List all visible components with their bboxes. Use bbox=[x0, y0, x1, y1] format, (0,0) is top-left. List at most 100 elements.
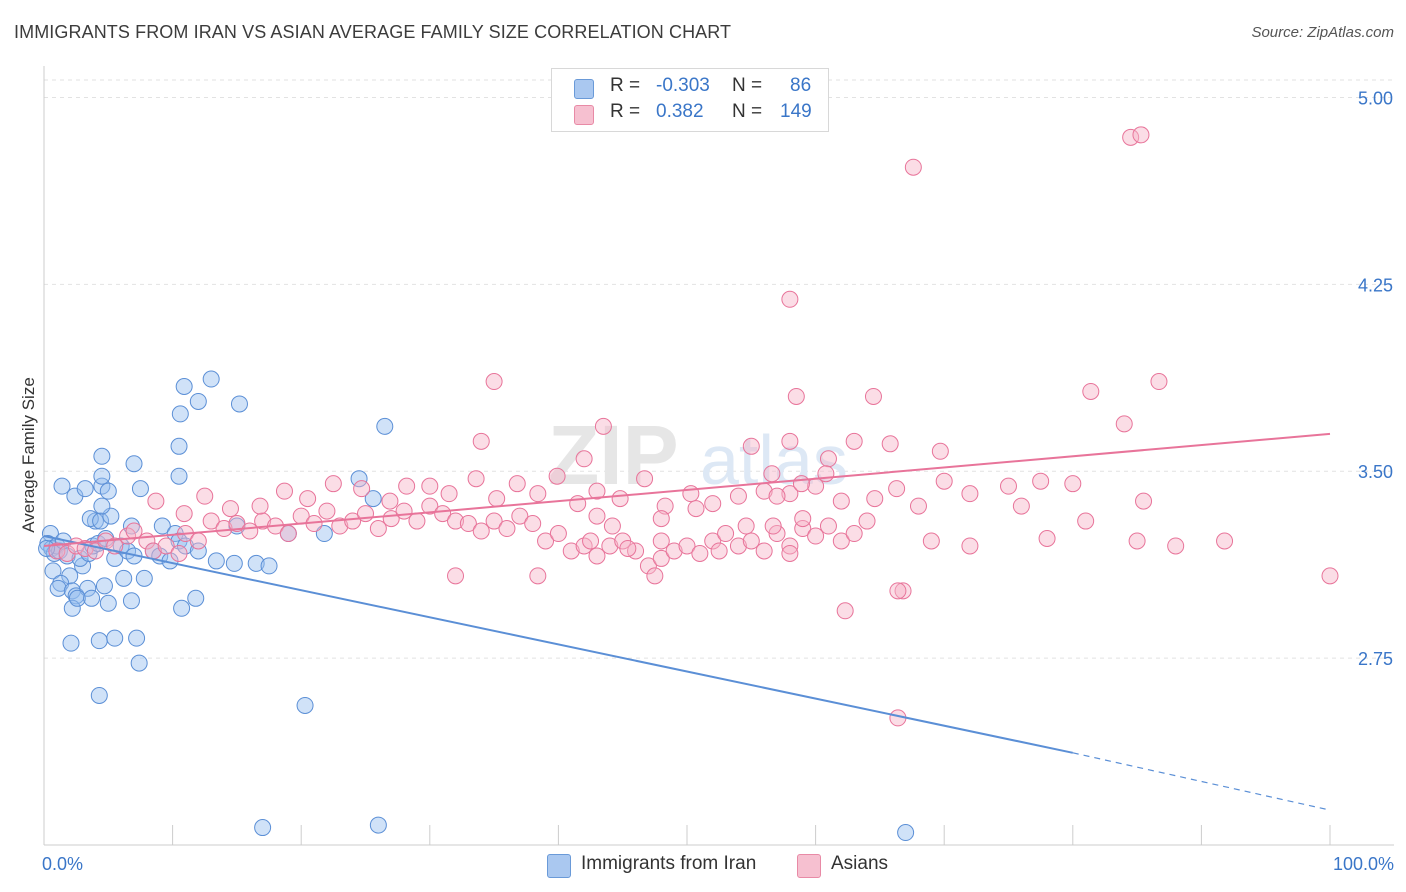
trend-line-asians bbox=[43, 432, 1331, 547]
point-asians bbox=[440, 485, 458, 503]
point-asians bbox=[529, 567, 547, 585]
point-asians bbox=[48, 542, 66, 560]
point-asians bbox=[549, 525, 567, 543]
legend-n-value: 86 bbox=[790, 75, 812, 96]
point-asians bbox=[408, 512, 426, 530]
point-asians bbox=[588, 507, 606, 525]
y-tick-label: 4.25 bbox=[1358, 275, 1393, 295]
point-asians bbox=[447, 512, 465, 530]
point-asians bbox=[1321, 567, 1339, 585]
point-asians bbox=[764, 517, 782, 535]
point-iran bbox=[170, 467, 188, 485]
point-asians bbox=[353, 480, 371, 498]
point-asians bbox=[845, 432, 863, 450]
bottom-legend-swatch-iran bbox=[547, 854, 571, 878]
point-asians bbox=[202, 512, 220, 530]
point-iran bbox=[63, 599, 81, 617]
point-iran bbox=[173, 599, 191, 617]
point-asians bbox=[1122, 128, 1140, 146]
point-asians bbox=[611, 490, 629, 508]
point-asians bbox=[704, 495, 722, 513]
tick-labels: 2.75 3.50 4.25 5.00 0.0% 100.0% bbox=[42, 88, 1394, 874]
bottom-legend-label-asians: Asians bbox=[831, 853, 889, 874]
point-asians bbox=[1032, 472, 1050, 490]
point-asians bbox=[1038, 530, 1056, 548]
point-iran bbox=[296, 696, 314, 714]
trend-line-iran-extension bbox=[1072, 752, 1331, 811]
legend-n-label: N = bbox=[732, 75, 763, 96]
point-asians bbox=[251, 497, 269, 515]
point-asians bbox=[434, 505, 452, 523]
point-asians bbox=[729, 487, 747, 505]
point-asians bbox=[881, 435, 899, 453]
trend-lines bbox=[43, 432, 1331, 811]
point-asians bbox=[548, 467, 566, 485]
legend-n-label: N = bbox=[732, 101, 763, 122]
point-asians bbox=[1128, 532, 1146, 550]
point-asians bbox=[888, 480, 906, 498]
point-iran bbox=[260, 557, 278, 575]
point-asians bbox=[768, 487, 786, 505]
point-asians bbox=[781, 432, 799, 450]
point-asians bbox=[1115, 415, 1133, 433]
point-asians bbox=[691, 544, 709, 562]
point-asians bbox=[794, 510, 812, 528]
point-iran bbox=[93, 497, 111, 515]
point-asians bbox=[807, 527, 825, 545]
point-iran bbox=[92, 512, 110, 530]
point-iran bbox=[81, 510, 99, 528]
y-tick-label: 2.75 bbox=[1358, 649, 1393, 669]
point-asians bbox=[381, 492, 399, 510]
point-asians bbox=[488, 490, 506, 508]
point-iran bbox=[369, 816, 387, 834]
point-asians bbox=[889, 582, 907, 600]
point-iran bbox=[171, 405, 189, 423]
point-asians bbox=[459, 515, 477, 533]
point-iran bbox=[350, 470, 368, 488]
legend-swatch-iran bbox=[574, 79, 594, 99]
point-asians bbox=[737, 517, 755, 535]
legend-r-value: 0.382 bbox=[656, 101, 704, 122]
point-asians bbox=[1216, 532, 1234, 550]
point-asians bbox=[836, 602, 854, 620]
point-asians bbox=[575, 450, 593, 468]
point-asians bbox=[819, 517, 837, 535]
point-iran bbox=[122, 517, 140, 535]
legend-r-value: -0.303 bbox=[656, 75, 710, 96]
point-iran bbox=[83, 589, 101, 607]
point-iran bbox=[90, 686, 108, 704]
point-iran bbox=[207, 552, 225, 570]
point-asians bbox=[398, 477, 416, 495]
point-asians bbox=[894, 582, 912, 600]
point-asians bbox=[508, 475, 526, 493]
point-asians bbox=[189, 532, 207, 550]
point-asians bbox=[781, 537, 799, 555]
point-iran bbox=[130, 654, 148, 672]
point-asians bbox=[485, 373, 503, 391]
point-iran bbox=[128, 629, 146, 647]
axes bbox=[43, 66, 1394, 846]
point-iran bbox=[376, 417, 394, 435]
gridlines bbox=[44, 79, 1394, 659]
point-asians bbox=[369, 520, 387, 538]
point-asians bbox=[1012, 497, 1030, 515]
legend-r-label: R = bbox=[610, 101, 641, 122]
point-asians bbox=[687, 500, 705, 518]
point-asians bbox=[331, 517, 349, 535]
point-iran bbox=[76, 480, 94, 498]
point-asians bbox=[665, 542, 683, 560]
point-asians bbox=[588, 547, 606, 565]
point-asians bbox=[866, 490, 884, 508]
point-asians bbox=[781, 485, 799, 503]
point-asians bbox=[1167, 537, 1185, 555]
point-asians bbox=[594, 417, 612, 435]
point-iran bbox=[187, 589, 205, 607]
point-asians bbox=[710, 542, 728, 560]
point-asians bbox=[1082, 382, 1100, 400]
point-iran bbox=[122, 592, 140, 610]
point-asians bbox=[755, 542, 773, 560]
point-iran bbox=[90, 632, 108, 650]
point-iran bbox=[897, 824, 915, 842]
watermark-logo: ZIP bbox=[548, 408, 679, 502]
